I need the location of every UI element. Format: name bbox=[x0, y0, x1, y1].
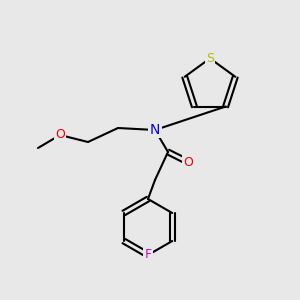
Text: F: F bbox=[144, 248, 152, 262]
Text: O: O bbox=[183, 155, 193, 169]
Text: S: S bbox=[206, 52, 214, 65]
Text: N: N bbox=[150, 123, 160, 137]
Text: O: O bbox=[55, 128, 65, 142]
